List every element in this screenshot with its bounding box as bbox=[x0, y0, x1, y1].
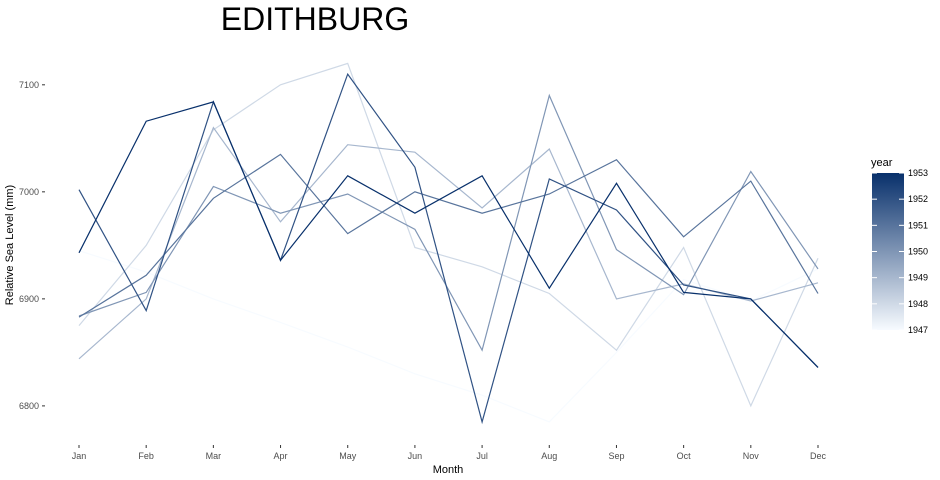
series-line-1949 bbox=[78, 126, 819, 360]
legend-labels: 1953 1952 1951 1950 1949 1948 1947 bbox=[872, 168, 928, 335]
y-tick-label: 7000 bbox=[19, 187, 39, 197]
legend-label: 1949 bbox=[908, 273, 928, 283]
x-tick-label: Dec bbox=[810, 451, 827, 461]
x-tick-label: Sep bbox=[608, 451, 624, 461]
legend-label: 1948 bbox=[908, 299, 928, 309]
legend-label: 1952 bbox=[908, 194, 928, 204]
x-tick-label: Aug bbox=[541, 451, 557, 461]
legend-label: 1953 bbox=[908, 168, 928, 178]
series-line-1948 bbox=[78, 62, 819, 408]
x-tick-label: Nov bbox=[743, 451, 760, 461]
legend-label: 1947 bbox=[908, 325, 928, 335]
legend-label: 1951 bbox=[908, 220, 928, 230]
x-tick-label: Jan bbox=[72, 451, 87, 461]
y-tick-label: 6800 bbox=[19, 401, 39, 411]
x-tick-label: Feb bbox=[138, 451, 154, 461]
x-tick-label: Apr bbox=[274, 451, 288, 461]
series-line-1950 bbox=[78, 93, 819, 352]
year-legend: year 1953 1952 1951 1950 1949 1948 1947 bbox=[871, 157, 928, 335]
chart-title: EDITHBURG bbox=[221, 1, 409, 37]
legend-title: year bbox=[871, 157, 893, 169]
series-line-1952 bbox=[78, 72, 819, 425]
x-axis-title: Month bbox=[433, 464, 464, 476]
x-axis: Jan Feb Mar Apr May Jun Jul Aug Sep Oct Nov Dec bbox=[72, 445, 827, 461]
x-tick-label: Oct bbox=[677, 451, 692, 461]
series-line-1951 bbox=[78, 153, 819, 318]
plot-area: 6800 6900 7000 7100 Jan Feb Mar Apr May Jun Jul Au… bbox=[19, 62, 827, 461]
y-tick-label: 6900 bbox=[19, 294, 39, 304]
x-tick-label: Jul bbox=[476, 451, 488, 461]
x-tick-label: Mar bbox=[206, 451, 222, 461]
series-line-1947 bbox=[78, 250, 819, 423]
series-line-1953 bbox=[78, 101, 819, 368]
y-axis-title: Relative Sea Level (mm) bbox=[4, 185, 16, 305]
y-axis: 6800 6900 7000 7100 bbox=[19, 80, 45, 411]
x-tick-label: May bbox=[339, 451, 357, 461]
y-tick-label: 7100 bbox=[19, 80, 39, 90]
x-tick-label: Jun bbox=[408, 451, 423, 461]
legend-colorbar bbox=[872, 173, 904, 330]
series-lines bbox=[78, 62, 819, 425]
legend-label: 1950 bbox=[908, 247, 928, 257]
